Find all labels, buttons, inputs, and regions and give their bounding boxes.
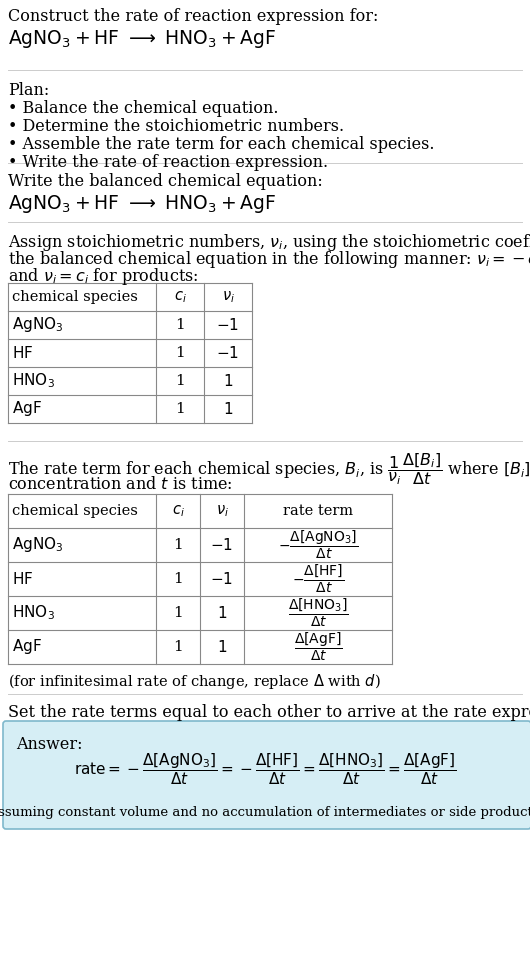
Text: $\mathrm{AgNO_3 + HF \ {\longrightarrow} \ HNO_3 + AgF}$: $\mathrm{AgNO_3 + HF \ {\longrightarrow}…: [8, 193, 276, 215]
Text: 1: 1: [173, 606, 183, 620]
Text: $\mathrm{HF}$: $\mathrm{HF}$: [12, 571, 33, 587]
Text: $\mathrm{rate} = -\dfrac{\Delta[\mathrm{AgNO_3}]}{\Delta t} = -\dfrac{\Delta[\ma: $\mathrm{rate} = -\dfrac{\Delta[\mathrm{…: [74, 752, 456, 787]
Text: $c_i$: $c_i$: [174, 289, 187, 305]
Text: Set the rate terms equal to each other to arrive at the rate expression:: Set the rate terms equal to each other t…: [8, 704, 530, 721]
Text: and $\nu_i = c_i$ for products:: and $\nu_i = c_i$ for products:: [8, 266, 198, 287]
Text: 1: 1: [175, 346, 185, 360]
Text: $\mathrm{AgF}$: $\mathrm{AgF}$: [12, 637, 42, 657]
Text: $1$: $1$: [223, 401, 233, 417]
Text: $\mathrm{AgNO_3}$: $\mathrm{AgNO_3}$: [12, 315, 64, 335]
Text: Construct the rate of reaction expression for:: Construct the rate of reaction expressio…: [8, 8, 378, 25]
Text: $\mathrm{AgNO_3 + HF \ {\longrightarrow} \ HNO_3 + AgF}$: $\mathrm{AgNO_3 + HF \ {\longrightarrow}…: [8, 28, 276, 50]
Text: $-\dfrac{\Delta[\mathrm{AgNO_3}]}{\Delta t}$: $-\dfrac{\Delta[\mathrm{AgNO_3}]}{\Delta…: [278, 529, 358, 561]
Text: (for infinitesimal rate of change, replace $\Delta$ with $d$): (for infinitesimal rate of change, repla…: [8, 672, 381, 691]
Text: • Balance the chemical equation.: • Balance the chemical equation.: [8, 100, 278, 117]
Text: (assuming constant volume and no accumulation of intermediates or side products): (assuming constant volume and no accumul…: [0, 806, 530, 819]
Text: $-\dfrac{\Delta[\mathrm{HF}]}{\Delta t}$: $-\dfrac{\Delta[\mathrm{HF}]}{\Delta t}$: [292, 563, 344, 595]
Text: concentration and $t$ is time:: concentration and $t$ is time:: [8, 476, 233, 493]
Text: • Write the rate of reaction expression.: • Write the rate of reaction expression.: [8, 154, 328, 171]
Text: $\mathrm{AgF}$: $\mathrm{AgF}$: [12, 399, 42, 419]
Text: Write the balanced chemical equation:: Write the balanced chemical equation:: [8, 173, 323, 190]
Text: • Determine the stoichiometric numbers.: • Determine the stoichiometric numbers.: [8, 118, 344, 135]
Text: $1$: $1$: [217, 639, 227, 655]
Text: chemical species: chemical species: [12, 290, 138, 304]
Text: $\nu_i$: $\nu_i$: [216, 504, 228, 519]
Text: $\mathrm{HNO_3}$: $\mathrm{HNO_3}$: [12, 603, 55, 623]
Text: Assign stoichiometric numbers, $\nu_i$, using the stoichiometric coefficients, $: Assign stoichiometric numbers, $\nu_i$, …: [8, 232, 530, 253]
Text: $1$: $1$: [217, 605, 227, 621]
Text: rate term: rate term: [283, 504, 353, 518]
Text: The rate term for each chemical species, $B_i$, is $\dfrac{1}{\nu_i}\dfrac{\Delt: The rate term for each chemical species,…: [8, 451, 530, 487]
Text: • Assemble the rate term for each chemical species.: • Assemble the rate term for each chemic…: [8, 136, 435, 153]
Text: Answer:: Answer:: [16, 736, 83, 753]
Text: $c_i$: $c_i$: [172, 504, 184, 519]
Text: 1: 1: [175, 402, 185, 416]
Text: $\dfrac{\Delta[\mathrm{HNO_3}]}{\Delta t}$: $\dfrac{\Delta[\mathrm{HNO_3}]}{\Delta t…: [288, 597, 348, 630]
Text: 1: 1: [175, 318, 185, 332]
Text: 1: 1: [173, 572, 183, 586]
Text: $\dfrac{\Delta[\mathrm{AgF}]}{\Delta t}$: $\dfrac{\Delta[\mathrm{AgF}]}{\Delta t}$: [294, 630, 342, 663]
Text: $\mathrm{AgNO_3}$: $\mathrm{AgNO_3}$: [12, 536, 64, 554]
Text: $\nu_i$: $\nu_i$: [222, 289, 234, 305]
Text: $-1$: $-1$: [210, 537, 234, 553]
Text: the balanced chemical equation in the following manner: $\nu_i = -c_i$ for react: the balanced chemical equation in the fo…: [8, 249, 530, 270]
Text: $\mathrm{HNO_3}$: $\mathrm{HNO_3}$: [12, 372, 55, 390]
Text: 1: 1: [173, 640, 183, 654]
Text: 1: 1: [175, 374, 185, 388]
FancyBboxPatch shape: [3, 721, 530, 829]
Text: chemical species: chemical species: [12, 504, 138, 518]
Text: 1: 1: [173, 538, 183, 552]
Text: $-1$: $-1$: [216, 317, 240, 333]
Text: Plan:: Plan:: [8, 82, 49, 99]
Text: $-1$: $-1$: [216, 345, 240, 361]
Text: $1$: $1$: [223, 373, 233, 389]
Text: $\mathrm{HF}$: $\mathrm{HF}$: [12, 345, 33, 361]
Text: $-1$: $-1$: [210, 571, 234, 587]
